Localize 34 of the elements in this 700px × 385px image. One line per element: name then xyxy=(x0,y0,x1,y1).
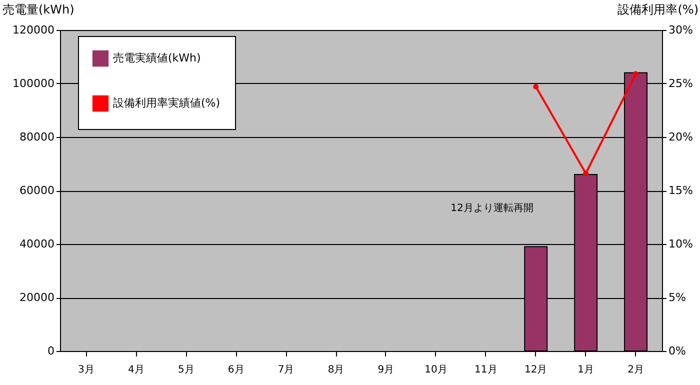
point xyxy=(583,170,589,176)
x-tick-label: 7月 xyxy=(278,364,294,376)
y2-tick-label: 0% xyxy=(668,344,686,358)
x-tick-label: 5月 xyxy=(178,364,194,376)
y2-tick-label: 15% xyxy=(668,184,693,197)
x-tick-label: 6月 xyxy=(228,364,244,376)
y-tick-label: 120000 xyxy=(12,24,54,36)
x-tick-label: 1月 xyxy=(578,364,594,376)
x-tick-label: 9月 xyxy=(378,364,394,376)
y-tick-label: 20000 xyxy=(20,291,54,304)
y-tick-label: 40000 xyxy=(20,238,54,250)
y2-tick-label: 5% xyxy=(668,291,686,304)
x-tick-label: 3月 xyxy=(78,364,94,376)
point xyxy=(633,71,639,77)
point xyxy=(533,84,539,90)
legend-label: 設備利用率実績値(%) xyxy=(113,96,220,110)
y2-tick-label: 30% xyxy=(668,24,693,36)
y-axis-title: 売電量(kWh) xyxy=(2,2,74,16)
x-tick-label: 4月 xyxy=(128,364,144,376)
y2-tick-label: 10% xyxy=(668,238,693,250)
x-tick-label: 8月 xyxy=(328,364,344,376)
x-tick-label: 2月 xyxy=(628,364,644,376)
x-tick-label: 12月 xyxy=(524,364,548,376)
y2-axis-title: 設備利用率(%) xyxy=(618,2,698,16)
y-tick-label: 60000 xyxy=(20,184,54,197)
y-tick-label: 80000 xyxy=(20,130,54,144)
y-tick-label: 100000 xyxy=(12,77,54,90)
x-tick-label: 10月 xyxy=(424,364,448,376)
y-tick-label: 0 xyxy=(48,344,54,358)
y2-tick-label: 20% xyxy=(668,130,693,144)
y2-tick-label: 25% xyxy=(668,77,693,90)
annotation: 12月より運転再開 xyxy=(450,202,534,214)
x-tick-label: 11月 xyxy=(474,364,498,376)
legend-label: 売電実績値(kWh) xyxy=(113,52,201,64)
